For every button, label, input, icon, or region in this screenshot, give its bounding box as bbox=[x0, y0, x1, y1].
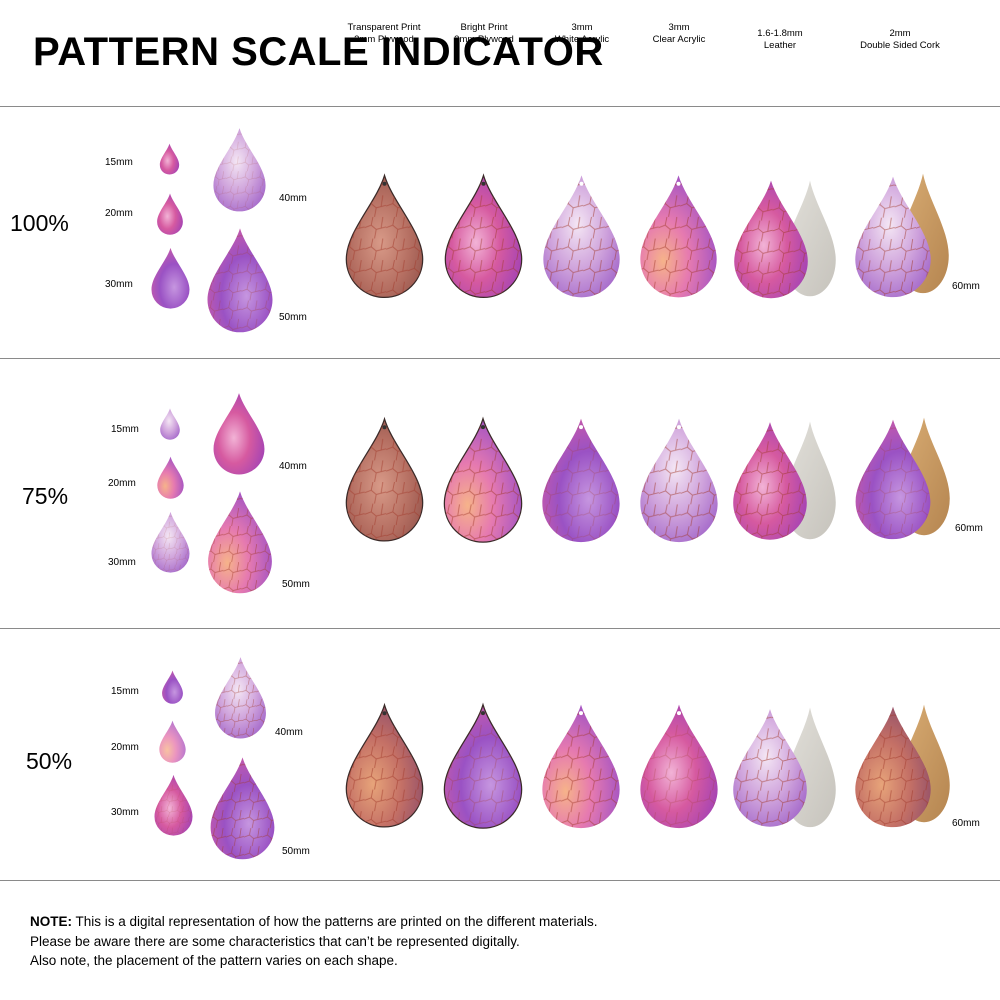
teardrop-30mm bbox=[152, 774, 195, 836]
teardrop-15mm bbox=[161, 670, 184, 704]
page-title: PATTERN SCALE INDICATOR bbox=[33, 30, 604, 74]
sample-white-acrylic bbox=[539, 703, 623, 829]
size-label-15: 15mm bbox=[111, 424, 139, 435]
material-header-clear-acrylic: 3mm Clear Acrylic bbox=[652, 22, 706, 45]
scale-label-100: 100% bbox=[10, 210, 69, 236]
teardrop-40mm bbox=[211, 392, 267, 475]
material-header-white-acrylic: 3mm White Acrylic bbox=[554, 22, 610, 45]
footnote-line-3: Also note, the placement of the pattern … bbox=[30, 953, 398, 968]
sample-cork bbox=[852, 705, 934, 828]
size-label-60: 60mm bbox=[952, 281, 980, 292]
size-label-50: 50mm bbox=[279, 312, 307, 323]
divider-bottom bbox=[0, 880, 1000, 881]
sample-clear-acrylic bbox=[637, 417, 721, 543]
teardrop-30mm bbox=[149, 511, 192, 573]
note-label: NOTE: bbox=[30, 914, 72, 929]
size-label-30: 30mm bbox=[105, 279, 133, 290]
scale-label-75: 75% bbox=[22, 483, 69, 509]
teardrop-20mm bbox=[156, 456, 185, 499]
size-label-15: 15mm bbox=[105, 157, 133, 168]
teardrop-30mm bbox=[149, 247, 192, 309]
footnote: NOTE: This is a digital representation o… bbox=[30, 912, 598, 971]
material-header-bright-plywood: Bright Print 3mm Plywood bbox=[454, 22, 514, 45]
sample-leather bbox=[730, 420, 810, 541]
sample-cork bbox=[852, 175, 934, 298]
sample-clear-acrylic bbox=[637, 173, 720, 299]
size-label-40: 40mm bbox=[279, 193, 307, 204]
size-label-30: 30mm bbox=[108, 557, 136, 568]
teardrop-20mm bbox=[156, 193, 184, 235]
scale-label-50: 50% bbox=[26, 748, 73, 774]
sample-transparent-plywood bbox=[343, 702, 426, 828]
sample-white-acrylic bbox=[539, 417, 623, 543]
teardrop-50mm bbox=[204, 490, 276, 594]
sample-bright-plywood bbox=[441, 416, 525, 543]
size-label-50: 50mm bbox=[282, 846, 310, 857]
material-header-transparent-plywood: Transparent Print 3mm Plywood bbox=[347, 22, 421, 45]
teardrop-50mm bbox=[204, 227, 276, 333]
material-header-leather: 1.6-1.8mm Leather bbox=[757, 28, 803, 51]
size-label-20: 20mm bbox=[105, 208, 133, 219]
size-label-60: 60mm bbox=[952, 818, 980, 829]
divider-top bbox=[0, 106, 1000, 107]
size-label-60: 60mm bbox=[955, 523, 983, 534]
sample-leather bbox=[731, 179, 811, 299]
size-label-50: 50mm bbox=[282, 579, 310, 590]
teardrop-15mm bbox=[159, 408, 181, 440]
sample-bright-plywood bbox=[442, 173, 525, 299]
sample-cork bbox=[852, 418, 934, 540]
size-label-30: 30mm bbox=[111, 807, 139, 818]
teardrop-20mm bbox=[158, 720, 187, 763]
sample-clear-acrylic bbox=[637, 703, 721, 829]
size-label-40: 40mm bbox=[279, 461, 307, 472]
size-label-40: 40mm bbox=[275, 727, 303, 738]
footnote-line-2: Please be aware there are some character… bbox=[30, 933, 520, 949]
material-header-cork: 2mm Double Sided Cork bbox=[860, 28, 940, 51]
sample-bright-plywood bbox=[441, 702, 525, 829]
teardrop-50mm bbox=[207, 756, 278, 860]
sample-leather bbox=[730, 706, 810, 829]
divider-1 bbox=[0, 358, 1000, 359]
divider-2 bbox=[0, 628, 1000, 629]
size-label-20: 20mm bbox=[108, 478, 136, 489]
teardrop-40mm bbox=[211, 127, 268, 212]
teardrop-40mm bbox=[212, 656, 269, 739]
size-label-20: 20mm bbox=[111, 742, 139, 753]
footnote-line-1: NOTE: This is a digital representation o… bbox=[30, 914, 598, 929]
teardrop-15mm bbox=[159, 143, 180, 175]
sample-transparent-plywood bbox=[343, 416, 426, 542]
sample-transparent-plywood bbox=[343, 173, 426, 299]
sample-white-acrylic bbox=[540, 173, 623, 299]
size-label-15: 15mm bbox=[111, 686, 139, 697]
